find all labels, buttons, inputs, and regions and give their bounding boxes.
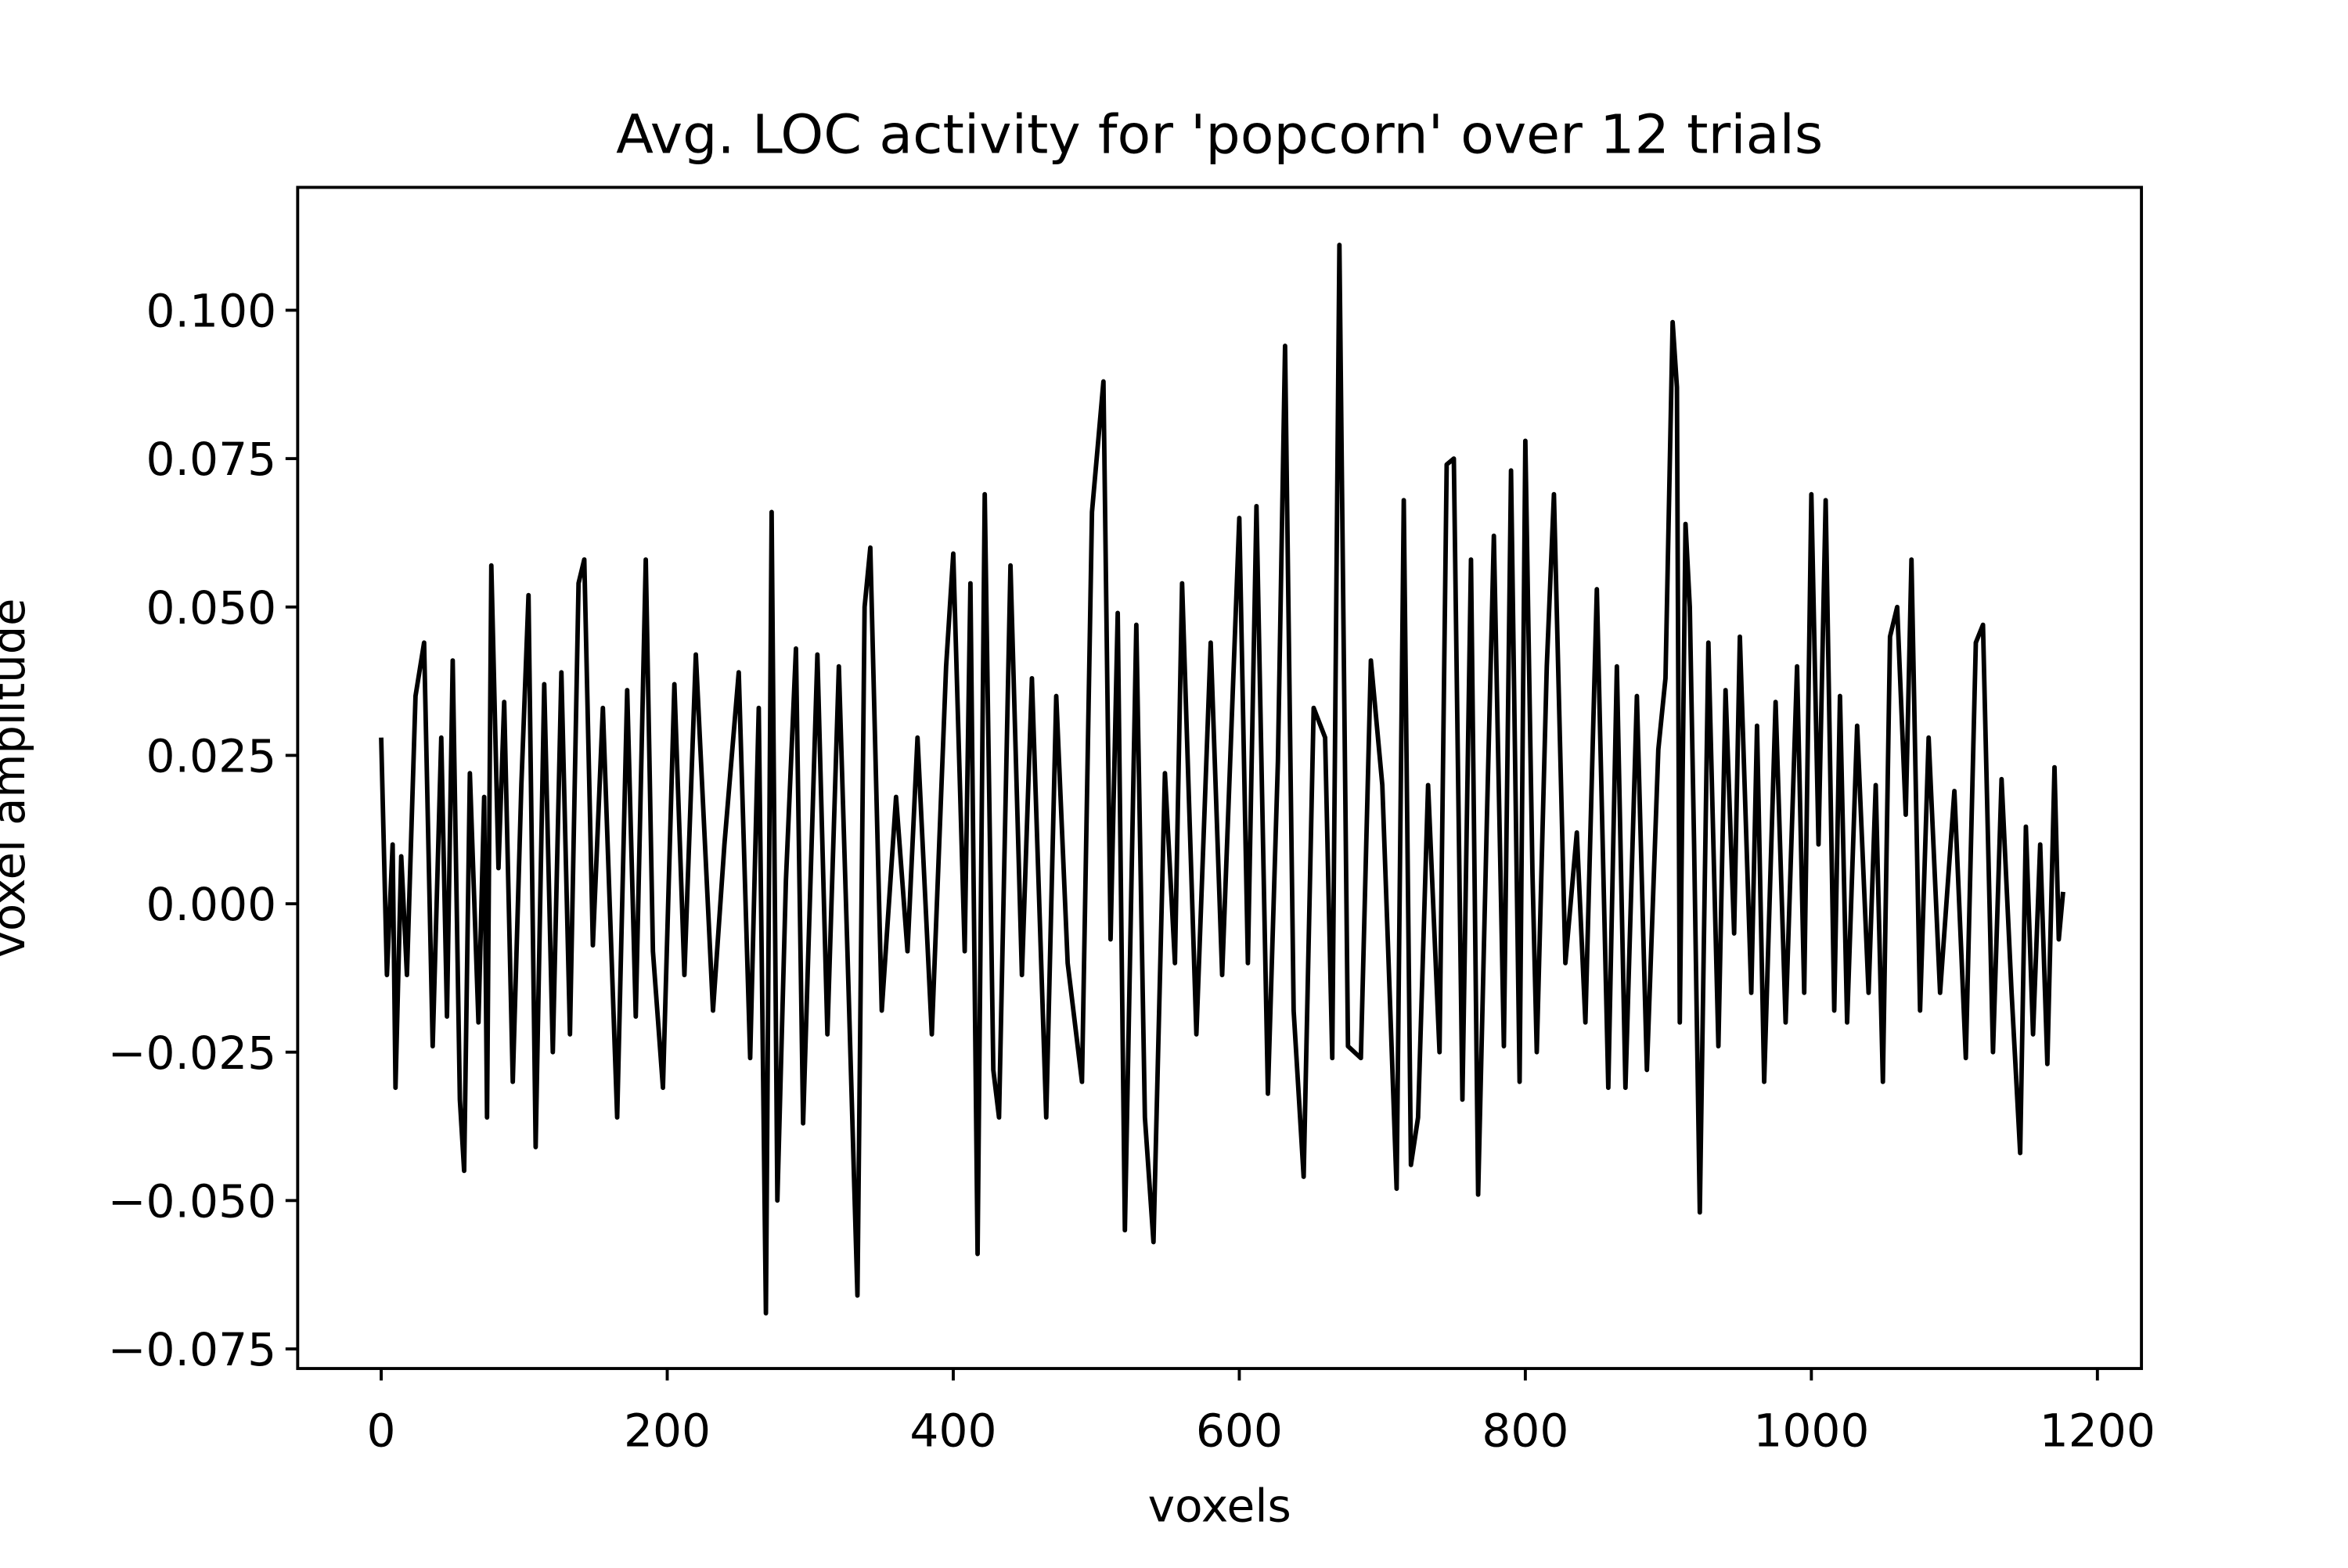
x-tick-label: 0 <box>367 1404 396 1458</box>
y-tick-label: −0.050 <box>108 1175 276 1228</box>
x-tick-label: 600 <box>1196 1404 1283 1458</box>
y-tick-label: 0.000 <box>146 878 277 931</box>
chart-title: Avg. LOC activity for 'popcorn' over 12 … <box>616 104 1823 166</box>
y-tick-label: −0.025 <box>108 1027 276 1080</box>
x-tick-label: 800 <box>1482 1404 1568 1458</box>
x-tick-label: 1000 <box>1753 1404 1869 1458</box>
data-line <box>379 243 2065 1316</box>
y-tick-label: −0.075 <box>108 1323 276 1376</box>
plot-frame <box>296 185 2144 1370</box>
y-axis-label: voxel amplitude <box>0 598 35 958</box>
y-tick-label: 0.100 <box>146 285 277 338</box>
x-tick-label: 1200 <box>2040 1404 2155 1458</box>
x-axis-label: voxels <box>1148 1480 1291 1533</box>
y-tick-label: 0.075 <box>146 433 277 487</box>
y-tick-label: 0.025 <box>146 730 277 783</box>
x-tick-label: 400 <box>909 1404 996 1458</box>
x-tick-label: 200 <box>624 1404 711 1458</box>
y-tick-label: 0.050 <box>146 581 277 635</box>
